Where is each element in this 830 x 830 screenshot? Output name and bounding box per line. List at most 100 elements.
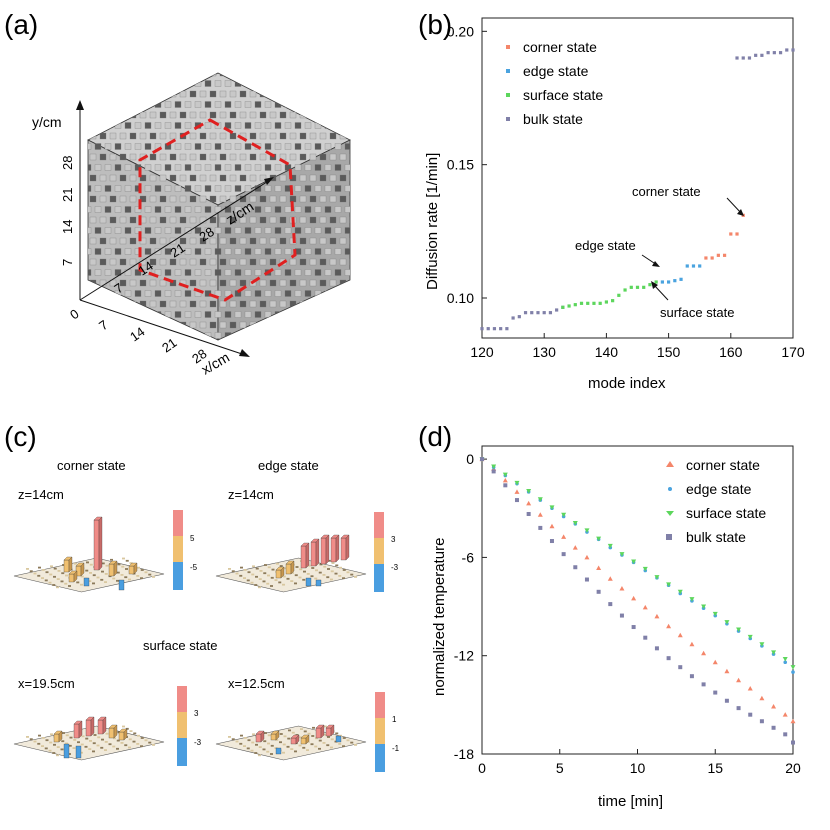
bar3d-cell [263,740,267,743]
bar3d-plot [13,716,165,761]
bar3d [320,537,327,565]
cube-tile [304,122,312,129]
cube-tile [254,80,262,87]
bar3d [68,573,75,583]
data-point-bulk [666,656,671,661]
cube-tile [334,290,342,297]
data-point-surface [642,566,648,572]
cube-tile [339,111,347,119]
cube-tile [104,206,112,213]
cube-tile [279,174,287,182]
data-point-surface [790,665,796,670]
cube-tile [159,132,167,140]
cube-tile [189,90,197,98]
cube-tile [179,195,187,203]
data-point-edge [679,277,683,281]
cube-tile [99,195,107,203]
cube-tile [349,90,350,98]
cube-tile [360,280,366,286]
arrow-head-icon [652,261,660,267]
cube-tile [294,332,302,339]
cube-tile [319,73,327,77]
cube-tile [244,122,252,129]
bar3d-cell [96,576,100,579]
data-point-bulk [538,525,543,530]
cube-tile [89,216,97,224]
cube-tile [284,80,292,87]
cube-tile [169,216,177,224]
cube-tile [239,258,247,266]
cube-tile [259,73,267,77]
cube-tile [219,111,227,119]
cube-tile [129,73,137,77]
bar3d-cell [228,568,231,570]
cube-tile [329,258,337,266]
bar3d-cell [50,733,53,736]
bar3d-cell [298,744,302,747]
bar3d [83,577,90,587]
cube-tile [229,174,237,182]
bar3d-cell [342,737,346,739]
bar3d-cell [267,742,270,745]
cube-tile [229,237,237,245]
cube-tile [199,174,207,182]
bar3d-top [53,730,63,735]
cube-tile [324,101,332,108]
cube-tile [80,196,86,202]
cube-tile [264,143,272,150]
cube-tile [249,153,257,161]
cube-tile [219,90,227,98]
cube-tile [249,300,257,308]
bar3d-cell [295,566,299,568]
cube-tile [104,143,112,150]
data-point-surface [771,650,777,655]
bar3d-cell [252,733,255,736]
cube-tile [314,101,322,108]
cube-tile [204,101,212,108]
legend-label-d: bulk state [686,529,746,545]
bar3d-top [340,534,350,539]
bar3d [270,733,277,741]
cube-tile [144,101,152,108]
bar3d-top [320,534,330,539]
bar3d-cell [104,573,108,575]
bar3d-cell [262,580,266,583]
data-points-d [479,456,796,745]
cube-tile [159,174,167,182]
data-point-bulk [542,311,546,315]
bar3d-cell [231,570,235,573]
bar3d-top [325,724,335,729]
cube-tile [149,279,157,287]
cube-tile [219,279,227,287]
data-point-bulk [499,327,503,331]
cube-tile [129,195,137,203]
cube-tile [314,164,322,171]
bar3d-cell [29,738,33,741]
data-point-surface [491,464,497,469]
data-point-bulk [748,712,753,717]
cube-tile [149,216,157,224]
cube-tile [229,258,237,266]
x-axis-line [79,299,246,356]
cube-tile [355,333,361,339]
data-point-bulk [654,646,659,651]
bar3d-cell [101,738,104,741]
cube-tile [360,133,366,139]
bar3d-cell [299,568,303,571]
cube-tile [334,248,342,255]
cube-tile [274,269,282,276]
cube-tile [154,290,162,297]
bar3d-cell [92,582,95,585]
cube-tile [104,227,112,234]
bar3d-cell [252,565,255,568]
bar3d-cell [125,568,128,570]
cube-tile [94,122,102,129]
bar3d-cell [77,741,80,744]
cube-tile [244,185,252,192]
bar3d-cell [258,746,262,748]
annotation-edge-b: edge state [575,238,636,253]
bar3d-cell [318,739,322,742]
bar3d-cell [62,732,65,734]
cube-tile [184,80,192,87]
cube-tile [129,90,137,98]
